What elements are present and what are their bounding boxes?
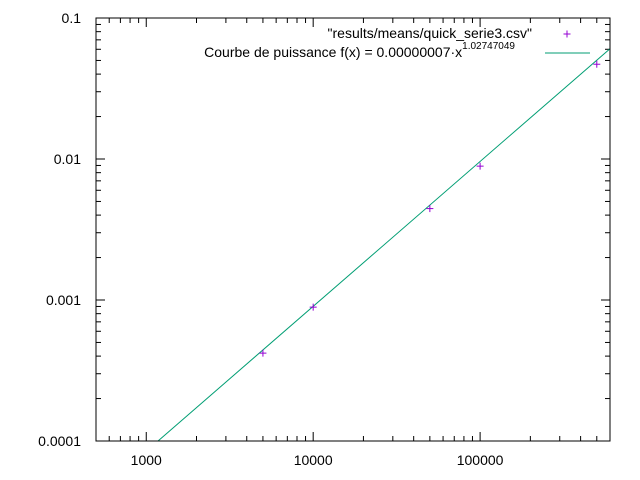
- x-tick-label: 1000: [131, 452, 162, 468]
- data-point: [309, 303, 317, 311]
- data-point: [593, 60, 601, 68]
- plot-frame: [95, 17, 611, 442]
- legend-fit-prefix: Courbe de puissance f(x) = 0.00000007·x: [204, 44, 462, 60]
- legend-entry-fit-label: Courbe de puissance f(x) = 0.00000007·x1…: [204, 41, 515, 60]
- legend: "results/means/quick_serie3.csv" Courbe …: [204, 25, 590, 60]
- legend-plus-marker: [563, 30, 571, 38]
- x-tick-label: 10000: [294, 452, 333, 468]
- data-point: [476, 162, 484, 170]
- x-tick-label: 100000: [457, 452, 504, 468]
- legend-fit-exponent: 1.02747049: [462, 41, 515, 52]
- legend-entry-points-label: "results/means/quick_serie3.csv": [328, 25, 532, 41]
- fit-curve-layer: [157, 48, 611, 442]
- y-tick-label: 0.001: [46, 292, 81, 308]
- data-point: [426, 205, 434, 213]
- y-tick-label: 0.0001: [38, 433, 81, 449]
- data-points-layer: [259, 60, 601, 357]
- y-tick-label: 0.1: [62, 10, 82, 26]
- fit-curve-line: [157, 48, 611, 442]
- axis-ticks: 1000 10000 100000 0.0001 0.001 0.01 0.1: [38, 10, 610, 468]
- data-point: [259, 349, 267, 357]
- y-tick-label: 0.01: [54, 151, 81, 167]
- legend-entry-points-marker: [563, 30, 571, 38]
